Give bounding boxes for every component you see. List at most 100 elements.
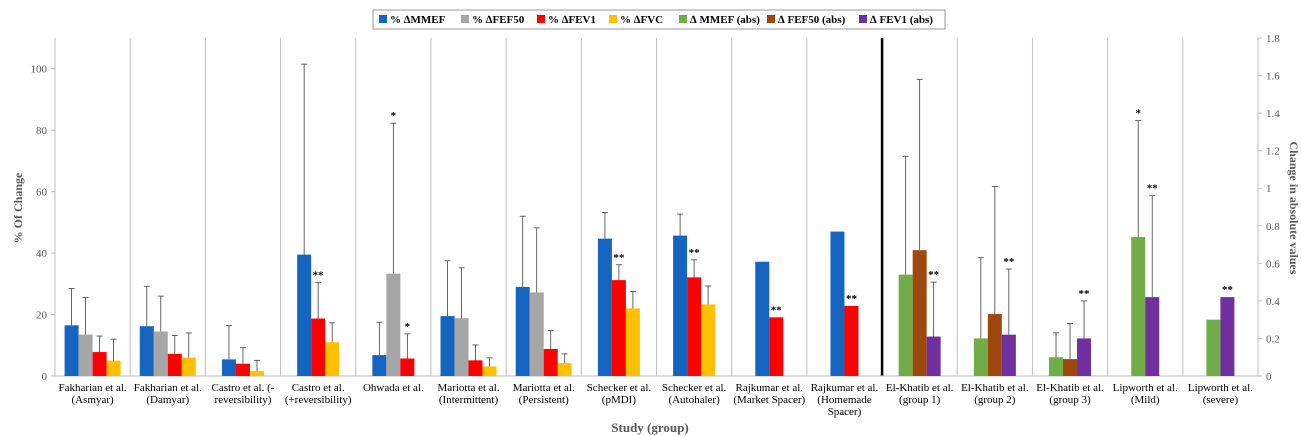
- bar: [1131, 237, 1146, 376]
- x-axis-title: Study (group): [611, 420, 688, 435]
- significance-marker: **: [613, 252, 625, 264]
- legend-swatch: [461, 15, 469, 23]
- x-tick-label: Rajkumar et al. (Market Spacer): [733, 382, 805, 406]
- y-tick-label-right: 0.8: [1266, 221, 1280, 233]
- legend-swatch: [859, 15, 867, 23]
- bar: [515, 286, 530, 376]
- bar: [221, 359, 236, 376]
- significance-marker: *: [391, 110, 397, 122]
- bar: [386, 273, 401, 376]
- bar: [687, 277, 702, 376]
- bar: [311, 318, 326, 376]
- bar: [181, 357, 196, 376]
- bar: [235, 363, 250, 376]
- x-tick-label-line: El-Khatib et al.: [961, 382, 1029, 394]
- y-axis-title-right: Change in absolute values: [1287, 141, 1301, 274]
- significance-marker: **: [1147, 183, 1159, 195]
- significance-marker: **: [689, 247, 701, 259]
- x-tick-label-line: (+reversibility): [285, 394, 352, 406]
- y-tick-label-right: 1.4: [1266, 108, 1280, 120]
- bar: [325, 342, 340, 376]
- x-tick-label-line: (group 2): [974, 394, 1016, 406]
- x-tick-label: Schecker et al. (Autohaler): [662, 382, 727, 406]
- legend-label: % ∆FEF50: [472, 14, 525, 26]
- x-tick-label-line: Schecker et al.: [587, 382, 652, 394]
- bar: [611, 280, 626, 376]
- x-tick-label-line: (Persistent): [519, 394, 569, 406]
- bar: [543, 348, 558, 376]
- bar: [769, 317, 784, 376]
- bar: [167, 353, 182, 376]
- x-tick-label-line: Castro et al.: [292, 382, 345, 394]
- y-tick-label-right: 0.2: [1266, 333, 1280, 345]
- x-tick-label: El-Khatib et al. (group 1): [886, 382, 954, 406]
- legend-swatch: [609, 15, 617, 23]
- bar: [372, 355, 387, 376]
- y-tick-label-left: 40: [36, 248, 48, 260]
- bar: [973, 338, 988, 376]
- bar: [597, 238, 612, 376]
- x-tick-label: Fakharian et al. (Damyar): [134, 382, 202, 406]
- x-tick-label-line: Fakharian et al.: [59, 382, 127, 394]
- significance-marker: **: [313, 269, 325, 281]
- bar: [529, 292, 544, 376]
- y-tick-label-left: 0: [42, 371, 48, 383]
- x-tick-label-line: (severe): [1203, 394, 1239, 406]
- bar: [106, 360, 121, 376]
- x-tick-label: Rajkumar et al. (Homemade Spacer): [811, 382, 879, 418]
- bar: [987, 314, 1002, 376]
- significance-marker: **: [771, 304, 783, 316]
- y-tick-label-left: 60: [36, 187, 48, 199]
- x-tick-label-line: (Damyar): [146, 394, 189, 406]
- legend-swatch: [379, 15, 387, 23]
- x-tick-label-line: (Homemade: [817, 394, 871, 406]
- legend-swatch: [537, 15, 545, 23]
- x-tick-label: Castro et al. (-reversibility): [212, 382, 275, 406]
- x-tick-label: Mariotta et al. (Intermittent): [438, 382, 500, 406]
- y-tick-label-right: 0.4: [1266, 296, 1280, 308]
- x-tick-label: Lipworth et al. (Mild): [1113, 382, 1178, 406]
- bar: [898, 274, 913, 376]
- bars: [64, 63, 1235, 376]
- y-tick-label-left: 20: [36, 310, 48, 322]
- x-tick-label-line: (Intermittent): [439, 394, 499, 406]
- bar: [468, 360, 483, 376]
- y-axis-title-left: % Of Change: [11, 172, 25, 243]
- bar: [249, 371, 264, 376]
- y-tick-label-right: 1: [1266, 183, 1272, 195]
- legend-label: % ∆FEV1: [548, 14, 596, 26]
- x-tick-label-line: Mariotta et al.: [438, 382, 500, 394]
- x-tick-label: Mariotta et al. (Persistent): [513, 382, 575, 406]
- bar: [482, 366, 497, 376]
- significance-marker: *: [1135, 108, 1141, 120]
- x-tick-label: Lipworth et al. (severe): [1188, 382, 1253, 406]
- x-tick-label-line: (pMDI): [602, 394, 637, 406]
- x-tick-label-line: El-Khatib et al.: [1036, 382, 1104, 394]
- legend: % ∆MMEF % ∆FEF50 % ∆FEV1 % ∆FVC ∆ MMEF (abs)…: [372, 9, 946, 30]
- x-tick-label-line: Schecker et al.: [662, 382, 727, 394]
- legend-label: % ∆FVC: [620, 14, 663, 26]
- x-tick-label: Castro et al. (+reversibility): [285, 382, 352, 406]
- bar: [1220, 297, 1235, 376]
- bar: [1206, 319, 1221, 376]
- x-tick-label-line: Lipworth et al.: [1188, 382, 1253, 394]
- bar: [440, 316, 455, 376]
- significance-marker: **: [1222, 284, 1234, 296]
- bar: [557, 363, 572, 376]
- y-tick-label-right: 1.8: [1266, 33, 1280, 45]
- bar: [1077, 338, 1092, 376]
- legend-swatch: [679, 15, 687, 23]
- x-tick-label-line: Rajkumar et al.: [736, 382, 804, 394]
- x-tick-label-line: (Asmyar): [72, 394, 114, 406]
- bar: [912, 250, 927, 376]
- bar: [1063, 359, 1078, 376]
- x-tick-label-line: (Mild): [1131, 394, 1160, 406]
- y-tick-label-right: 1.6: [1266, 71, 1280, 83]
- y-tick-label-right: 0.6: [1266, 258, 1280, 270]
- significance-marker: **: [1079, 288, 1091, 300]
- bar: [153, 331, 168, 376]
- x-tick-label-line: El-Khatib et al.: [886, 382, 954, 394]
- x-tick-label-line: (group 3): [1049, 394, 1091, 406]
- bar: [297, 254, 312, 376]
